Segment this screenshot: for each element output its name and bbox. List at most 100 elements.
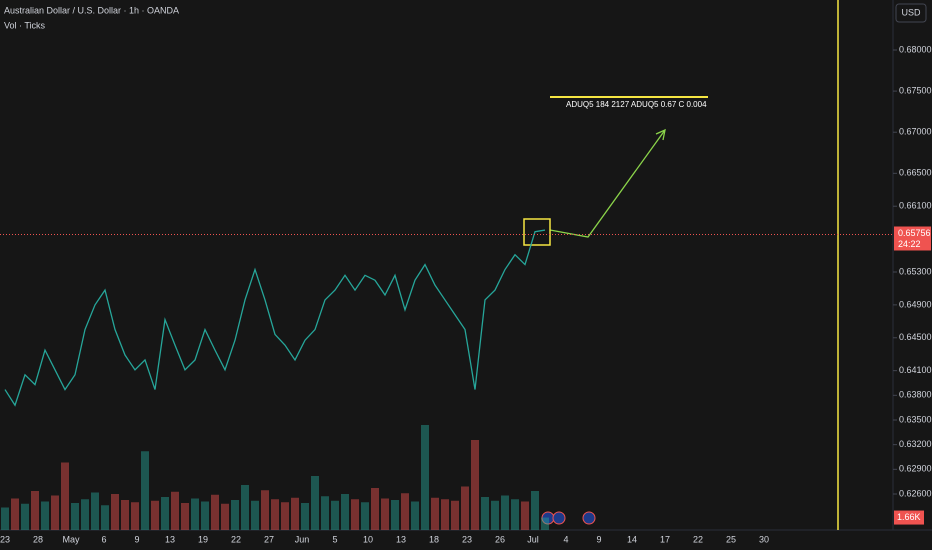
volume-bar <box>131 502 139 530</box>
volume-bar <box>481 497 489 530</box>
volume-bar <box>401 493 409 530</box>
time-tick-label: Jun <box>295 534 310 544</box>
time-tick-label: 27 <box>264 534 274 544</box>
price-tick-label: 0.63800 <box>899 390 932 400</box>
price-tick-label: 0.62900 <box>899 464 932 474</box>
time-tick-label: 10 <box>363 534 373 544</box>
volume-bar <box>511 499 519 530</box>
time-tick-label: 22 <box>231 534 241 544</box>
volume-bar <box>251 500 259 530</box>
current-price-tag <box>894 226 931 251</box>
volume-bar <box>521 501 529 530</box>
volume-bar <box>171 491 179 530</box>
time-tick-label: 13 <box>396 534 406 544</box>
volume-bar <box>461 486 469 530</box>
projection-arrow <box>549 129 666 238</box>
price-tick-label: 0.63200 <box>899 439 932 449</box>
volume-bar <box>121 500 129 530</box>
volume-bar <box>501 495 509 530</box>
indicator-label: Vol · Ticks <box>4 20 46 30</box>
volume-bar <box>261 490 269 530</box>
volume-bar <box>341 494 349 530</box>
current-volume-tag <box>894 510 924 525</box>
time-tick-label: 28 <box>33 534 43 544</box>
price-tick-label: 0.64100 <box>899 365 932 375</box>
time-tick-label: 5 <box>332 534 337 544</box>
time-tick-label: 13 <box>165 534 175 544</box>
volume-bar <box>291 497 299 530</box>
volume-bar <box>301 503 309 530</box>
volume-bar <box>151 500 159 530</box>
volume-bar <box>531 491 539 530</box>
annotation-text: ADUQ5 184 2127 ADUQ5 0.67 C 0.004 <box>566 100 707 109</box>
volume-bar <box>361 502 369 530</box>
volume-bar <box>281 502 289 530</box>
volume-bar <box>451 500 459 530</box>
price-line <box>4 229 546 407</box>
volume-bar <box>91 492 99 530</box>
time-tick-label: 23 <box>462 534 472 544</box>
volume-bar <box>221 503 229 530</box>
currency-button[interactable] <box>895 3 927 23</box>
price-tick-label: 0.68000 <box>899 44 932 54</box>
time-tick-label: 6 <box>101 534 106 544</box>
volume-bar <box>231 500 239 530</box>
current-volume-label: 1.66K <box>897 512 921 522</box>
volume-bar <box>101 505 109 530</box>
price-tick-label: 0.63500 <box>899 414 932 424</box>
time-tick-label: 26 <box>495 534 505 544</box>
volume-bar <box>391 500 399 530</box>
price-tick-label: 0.67000 <box>899 127 932 137</box>
volume-bar <box>381 498 389 530</box>
event-icon[interactable] <box>582 511 596 525</box>
volume-bar <box>241 485 249 530</box>
volume-bar <box>21 503 29 530</box>
volume-bar <box>311 476 319 530</box>
volume-bar <box>201 501 209 530</box>
time-tick-label: Jul <box>527 534 539 544</box>
time-tick-label: 17 <box>660 534 670 544</box>
time-tick-label: 23 <box>0 534 10 544</box>
volume-bar <box>81 499 89 530</box>
time-tick-label: 30 <box>759 534 769 544</box>
volume-bar <box>31 491 39 530</box>
time-tick-label: 14 <box>627 534 637 544</box>
time-tick-label: 25 <box>726 534 736 544</box>
volume-bar <box>11 498 19 530</box>
arrow-head <box>655 128 666 141</box>
price-tick-label: 0.64500 <box>899 332 932 342</box>
volume-bar <box>411 501 419 530</box>
current-price-label: 0.65756 <box>898 228 931 238</box>
volume-bar <box>161 497 169 530</box>
price-tick-label: 0.64900 <box>899 299 932 309</box>
price-tick-label: 0.66100 <box>899 201 932 211</box>
symbol-title: Australian Dollar / U.S. Dollar · 1h · O… <box>4 5 179 15</box>
highlight-box <box>523 218 551 246</box>
volume-bar <box>371 488 379 530</box>
volume-bar <box>351 499 359 530</box>
time-tick-label: 18 <box>429 534 439 544</box>
time-tick-label: 9 <box>134 534 139 544</box>
time-tick-label: 4 <box>563 534 568 544</box>
time-tick-label: 22 <box>693 534 703 544</box>
volume-bar <box>421 425 429 530</box>
volume-bar <box>181 503 189 530</box>
volume-bar <box>211 494 219 530</box>
volume-bar <box>1 507 9 530</box>
volume-bar <box>541 517 549 530</box>
volume-bar <box>431 497 439 530</box>
countdown-label: 24:22 <box>898 239 921 249</box>
price-tick-label: 0.65300 <box>899 266 932 276</box>
time-tick-label: May <box>62 534 80 544</box>
currency-button-label[interactable]: USD <box>901 7 921 17</box>
volume-bar <box>51 495 59 530</box>
price-tick-label: 0.66500 <box>899 168 932 178</box>
event-icon[interactable] <box>552 511 566 525</box>
volume-bar <box>331 500 339 530</box>
volume-bar <box>111 494 119 530</box>
volume-bar <box>491 500 499 530</box>
volume-bar <box>471 440 479 530</box>
